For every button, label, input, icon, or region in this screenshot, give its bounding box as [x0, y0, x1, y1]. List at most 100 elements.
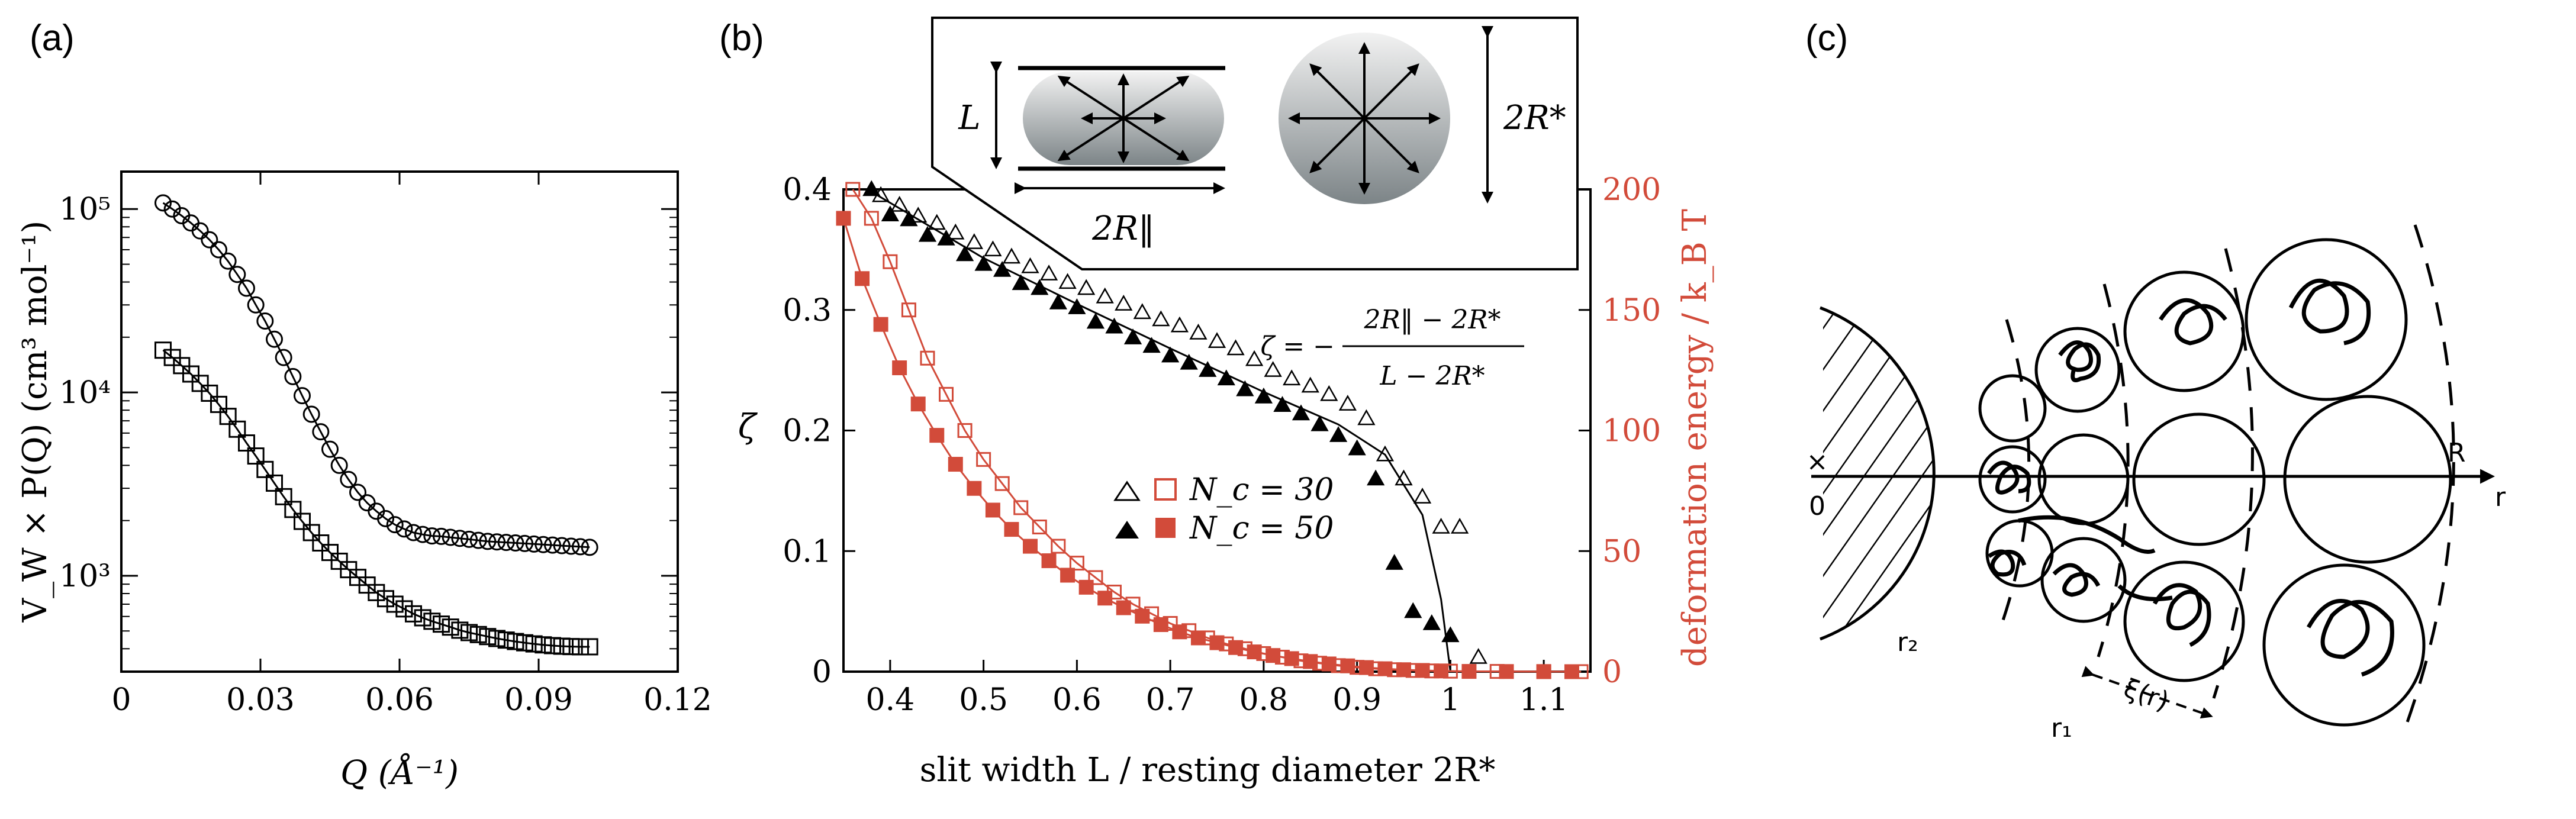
- chart-b-point-square: [1396, 662, 1411, 678]
- chart-b-point-triangle: [1264, 361, 1282, 377]
- chart-b-ytick-right-label: 200: [1602, 172, 1661, 208]
- chart-b-ytick-right-label: 50: [1602, 534, 1641, 569]
- chart-b-inset-frame: [931, 17, 1579, 270]
- chart-a-point-square: [461, 624, 478, 641]
- chart-a-point-circle: [405, 524, 422, 541]
- chart-b-point-square: [1340, 658, 1355, 673]
- chart-b-point-triangle: [1254, 387, 1273, 404]
- chart-b-point-square: [1321, 656, 1337, 672]
- chart-b-point-triangle: [1320, 385, 1338, 401]
- chart-b-point-triangle: [1236, 380, 1254, 396]
- chart-a-point-circle: [210, 241, 227, 259]
- chart-b-ylabel-right: deformation energy / k_B T: [1676, 209, 1714, 667]
- chart-a-point-circle: [572, 538, 589, 556]
- chart-b-point-square: [1190, 630, 1206, 646]
- chart-b-point-triangle: [1413, 488, 1432, 504]
- chart-a-point-square: [182, 365, 199, 383]
- chart-b-point-triangle: [928, 214, 946, 230]
- chart-b-point-square: [967, 481, 982, 496]
- chart-a-point-circle: [302, 405, 320, 423]
- chart-b-point-square: [1536, 664, 1551, 679]
- chart-a-point-circle: [238, 279, 255, 297]
- chart-a-point-square: [488, 630, 505, 647]
- chart-a-point-circle: [330, 456, 348, 474]
- chart-b-point-triangle: [1404, 602, 1422, 618]
- chart-b-point-triangle: [1068, 298, 1086, 314]
- chart-a-point-square: [377, 590, 394, 608]
- chart-b-point-triangle: [993, 260, 1012, 277]
- chart-b-point-square: [873, 317, 888, 332]
- legend-label-30: N_c = 30: [1189, 472, 1334, 508]
- chart-b-point-triangle: [1422, 614, 1441, 630]
- chart-b-point-triangle: [1096, 287, 1114, 304]
- chart-b-point-square: [883, 254, 898, 269]
- chart-b-xtick-label: 1.1: [1519, 682, 1569, 718]
- chart-a-point-circle: [386, 516, 404, 534]
- core-hatch: [1823, 308, 1934, 639]
- chart-b-xtick-label: 1: [1441, 682, 1460, 718]
- chart-b-xtick-label: 0.5: [959, 682, 1008, 718]
- inset-label-L: L: [958, 99, 980, 137]
- blob-size-label: ξ(r): [2120, 673, 2173, 717]
- chart-b-point-triangle: [1058, 273, 1077, 289]
- chart-a-ytick-label: 10⁵: [59, 192, 111, 227]
- chart-b-ytick-right-label: 100: [1602, 414, 1661, 449]
- chart-b-point-triangle: [1310, 415, 1329, 431]
- chart-a-point-square: [228, 420, 246, 438]
- chart-b-point-square: [1434, 663, 1449, 679]
- inset-resting-blob: [1279, 26, 1493, 204]
- chart-b-point-triangle: [909, 207, 928, 223]
- chart-b-xtick-label: 0.8: [1239, 682, 1289, 718]
- chart-b-xtick-label: 0.4: [866, 682, 915, 718]
- chart-b-xtick-label: 0.7: [1146, 682, 1195, 718]
- chart-a-point-square: [469, 625, 487, 643]
- chart-a-point-circle: [154, 194, 172, 212]
- inset-label-2R-parallel: 2R‖: [1091, 209, 1155, 248]
- chart-b: L 2R‖ 2R* 0.4 0.5 0.6 0.7 0.8 0.9 1 1.1 0 0.1 0.2 0…: [738, 17, 1714, 789]
- chart-b-point-square: [1116, 600, 1131, 615]
- chart-b-point-triangle: [1142, 337, 1161, 353]
- chart-b-point-square: [845, 182, 861, 197]
- chart-b-point-triangle: [1273, 396, 1292, 412]
- blob-size-arrow: [2081, 666, 2213, 719]
- panel-label-b: (b): [719, 18, 764, 59]
- chart-a-point-circle: [461, 530, 478, 548]
- diagram-c: × 0 R r r₂ r₁ ξ(r): [1807, 224, 2506, 743]
- origin-label: 0: [1809, 491, 1825, 521]
- chart-a-point-square: [191, 375, 209, 392]
- chart-a-point-square: [210, 395, 227, 413]
- chart-b-ylabel: ζ: [738, 408, 758, 446]
- chart-b-point-triangle: [1301, 376, 1319, 393]
- chart-b-point-triangle: [955, 245, 974, 262]
- chart-b-point-triangle: [1180, 353, 1198, 370]
- chart-b-ytick-right-label: 150: [1602, 293, 1661, 328]
- chart-b-point-square: [957, 423, 973, 438]
- chart-b-point-triangle: [1292, 404, 1310, 421]
- chart-b-point-square: [1078, 579, 1094, 595]
- chart-b-point-triangle: [1170, 316, 1189, 333]
- chart-a-xlabel: Q (Å⁻¹): [340, 753, 459, 792]
- chart-a-point-circle: [256, 312, 274, 330]
- chart-a-point-circle: [433, 527, 450, 545]
- chart-b-point-triangle: [1199, 361, 1217, 377]
- chart-a-point-circle: [469, 531, 487, 549]
- chart-a-point-square: [368, 583, 385, 601]
- legend-filled-triangle: [1115, 521, 1139, 539]
- chart-b-point-triangle: [1031, 279, 1049, 295]
- legend-open-square: [1154, 478, 1177, 501]
- chart-b-point-square: [1135, 608, 1150, 624]
- chart-b-point-square: [1051, 539, 1066, 554]
- chart-b-point-triangle: [881, 205, 900, 222]
- chart-a-point-circle: [395, 520, 413, 538]
- chart-a-ylabel: V_W × P(Q) (cm³ mol⁻¹): [16, 221, 54, 623]
- chart-b-point-square: [1358, 660, 1374, 675]
- chart-a-xtick-label: 0: [111, 682, 131, 718]
- chart-b-point-triangle: [974, 254, 993, 271]
- chart-b-point-triangle: [1152, 310, 1170, 327]
- chart-b-legend: N_c = 30 N_c = 50: [1113, 472, 1334, 546]
- chart-b-point-triangle: [1395, 469, 1413, 486]
- inset-squeezed-blob: [990, 62, 1225, 194]
- chart-b-point-triangle: [1441, 626, 1460, 643]
- chart-b-point-square: [910, 396, 926, 412]
- inset-label-2R-rest: 2R*: [1503, 99, 1566, 137]
